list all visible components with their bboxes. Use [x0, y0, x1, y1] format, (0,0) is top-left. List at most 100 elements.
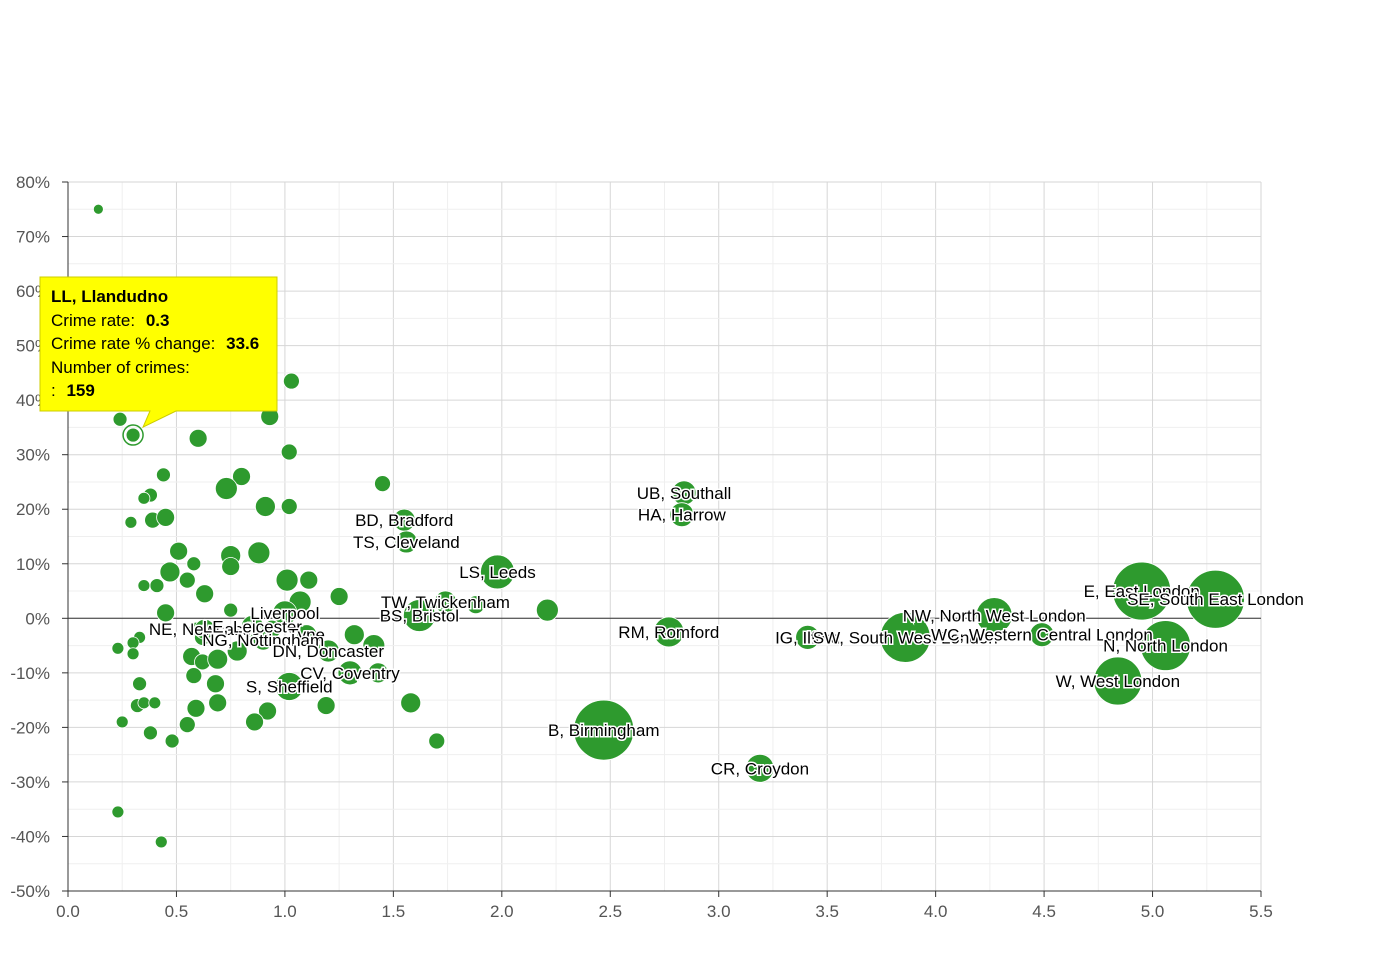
- tooltip-count-value: 159: [66, 381, 94, 400]
- bubble: [337, 660, 363, 686]
- bubble: [299, 570, 319, 590]
- tooltip-rate: Crime rate: 0.3: [51, 311, 169, 330]
- bubble: [195, 584, 215, 604]
- bubble: [208, 693, 228, 713]
- bubble: [132, 676, 147, 692]
- bubble: [254, 496, 276, 517]
- bubble: [367, 662, 389, 684]
- bubble: [111, 641, 125, 655]
- bubble: [169, 541, 189, 561]
- bubble: [975, 597, 1013, 634]
- tooltip-box: [39, 276, 278, 429]
- bubble: [149, 578, 165, 593]
- bubble: [194, 618, 216, 640]
- bubble-label: DN, Doncaster: [273, 642, 385, 661]
- bubble: [296, 624, 318, 646]
- bubble: [258, 701, 277, 721]
- bubble: [188, 428, 208, 448]
- y-tick-label: -30%: [10, 773, 50, 792]
- bubble: [653, 616, 685, 648]
- bubble: [111, 805, 125, 819]
- bubble: [1140, 620, 1191, 671]
- bubble: [221, 557, 241, 576]
- bubble: [283, 372, 300, 390]
- tooltip-count-prefix: :: [51, 381, 56, 400]
- x-tick-label: 0.5: [165, 902, 189, 921]
- bubble-label: Liverpool: [250, 604, 319, 623]
- x-tick-label: 5.0: [1141, 902, 1165, 921]
- x-tick-label: 4.0: [924, 902, 948, 921]
- bubble-label: NG, Nottingham: [202, 631, 324, 650]
- x-tick-label: 1.5: [382, 902, 406, 921]
- bubble: [275, 568, 299, 592]
- bubble: [252, 629, 274, 651]
- bubble-label: NE, Newcastle: [149, 620, 260, 639]
- bubble-label: CR, Croydon: [711, 759, 809, 778]
- bubble: [879, 611, 931, 663]
- bubble: [137, 579, 151, 592]
- bubble: [137, 491, 151, 505]
- bubble: [156, 603, 176, 623]
- bubble: [280, 498, 298, 515]
- bubble: [125, 427, 141, 443]
- bubble: [178, 571, 196, 589]
- bubble: [137, 696, 151, 710]
- bubble-label: TW, Twickenham: [381, 593, 510, 612]
- bubble: [274, 672, 304, 701]
- x-tick-label: 2.5: [598, 902, 622, 921]
- bubble: [156, 508, 176, 527]
- bubble: [272, 600, 298, 626]
- tooltip-rate-label: Crime rate:: [51, 311, 135, 330]
- x-tick-label: 5.5: [1249, 902, 1273, 921]
- bubble: [112, 411, 128, 427]
- bubble: [466, 595, 486, 615]
- bubble: [214, 477, 238, 500]
- bubble: [573, 699, 635, 761]
- bubble: [1112, 561, 1172, 621]
- bubble: [206, 674, 225, 694]
- bubble: [428, 732, 446, 750]
- bubble: [1093, 656, 1143, 706]
- bubble: [223, 602, 239, 618]
- tooltip: LL, Llandudno Crime rate: 0.3 Crime rate…: [39, 276, 278, 429]
- bubble-label: SW, South West London: [813, 628, 998, 647]
- tooltip-count: : 159: [51, 381, 95, 400]
- bubble: [154, 835, 168, 849]
- bubble: [434, 590, 457, 614]
- bubble-label: BS, Bristol: [380, 607, 459, 626]
- bubble: [178, 716, 196, 734]
- bubble: [143, 725, 158, 741]
- bubble-label: RM, Romford: [618, 623, 719, 642]
- bubble-label: HA, Harrow: [638, 506, 727, 525]
- bubble: [402, 599, 436, 632]
- bubble: [226, 640, 248, 662]
- bubble: [156, 467, 171, 483]
- y-tick-label: -20%: [10, 718, 50, 737]
- tooltip-title: LL, Llandudno: [51, 287, 168, 306]
- tooltip-change-label: Crime rate % change:: [51, 334, 215, 353]
- bubble: [185, 667, 203, 684]
- bubble: [669, 502, 695, 528]
- bubble: [280, 443, 298, 461]
- bubble-label: UB, Southall: [637, 484, 732, 503]
- highlighted-bubble-ring: [122, 424, 144, 446]
- y-tick-label: 10%: [16, 555, 50, 574]
- bubble-label: LE, Leicester: [203, 617, 303, 636]
- bubble: [115, 715, 129, 729]
- bubble: [329, 587, 349, 606]
- bubble: [207, 648, 229, 670]
- bubble: [374, 475, 391, 492]
- bubble: [1029, 622, 1055, 648]
- bubble: [316, 639, 340, 663]
- bubble-label: E, East London: [1084, 582, 1200, 601]
- tooltip-change-value: 33.6: [226, 334, 259, 353]
- bubble: [245, 712, 264, 732]
- x-tick-label: 0.0: [56, 902, 80, 921]
- tooltip-change: Crime rate % change: 33.6: [51, 334, 259, 353]
- bubble: [316, 696, 336, 715]
- y-tick-label: 80%: [16, 173, 50, 192]
- bubble-label: B, Birmingham: [548, 721, 659, 740]
- x-tick-label: 4.5: [1032, 902, 1056, 921]
- bubble: [795, 624, 821, 650]
- axes: 0.0 0.5 1.0 1.5 2.0 2.5 3.0 3.5 4.0 4.5 5.0 5.5 80% 7…: [10, 173, 1273, 921]
